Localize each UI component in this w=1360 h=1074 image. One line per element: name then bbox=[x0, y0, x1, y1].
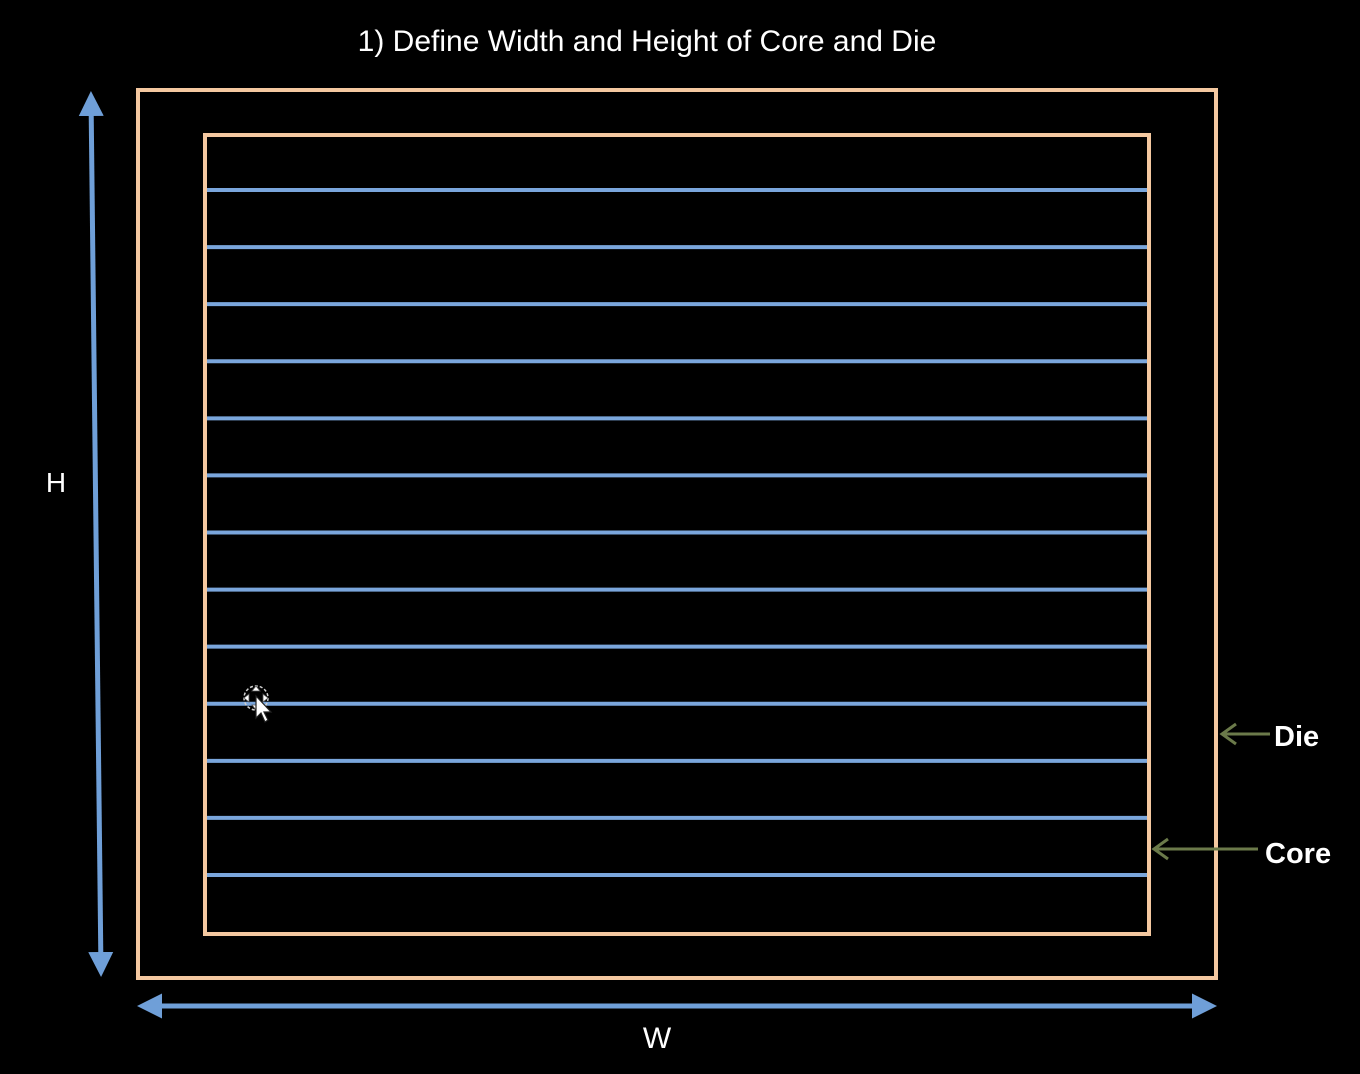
core-outline bbox=[203, 133, 1151, 936]
move-cursor-icon bbox=[243, 685, 273, 723]
standard-cell-rows bbox=[207, 188, 1147, 877]
height-label: H bbox=[46, 467, 66, 498]
height-dimension-arrow bbox=[78, 91, 114, 977]
die-label: Die bbox=[1274, 721, 1319, 753]
die-callout-arrow bbox=[1219, 722, 1270, 746]
width-label: W bbox=[643, 1022, 672, 1055]
core-label: Core bbox=[1265, 838, 1331, 870]
core-callout-arrow bbox=[1151, 837, 1258, 861]
die-outline bbox=[136, 88, 1218, 980]
diagram-title: 1) Define Width and Height of Core and D… bbox=[358, 25, 937, 58]
